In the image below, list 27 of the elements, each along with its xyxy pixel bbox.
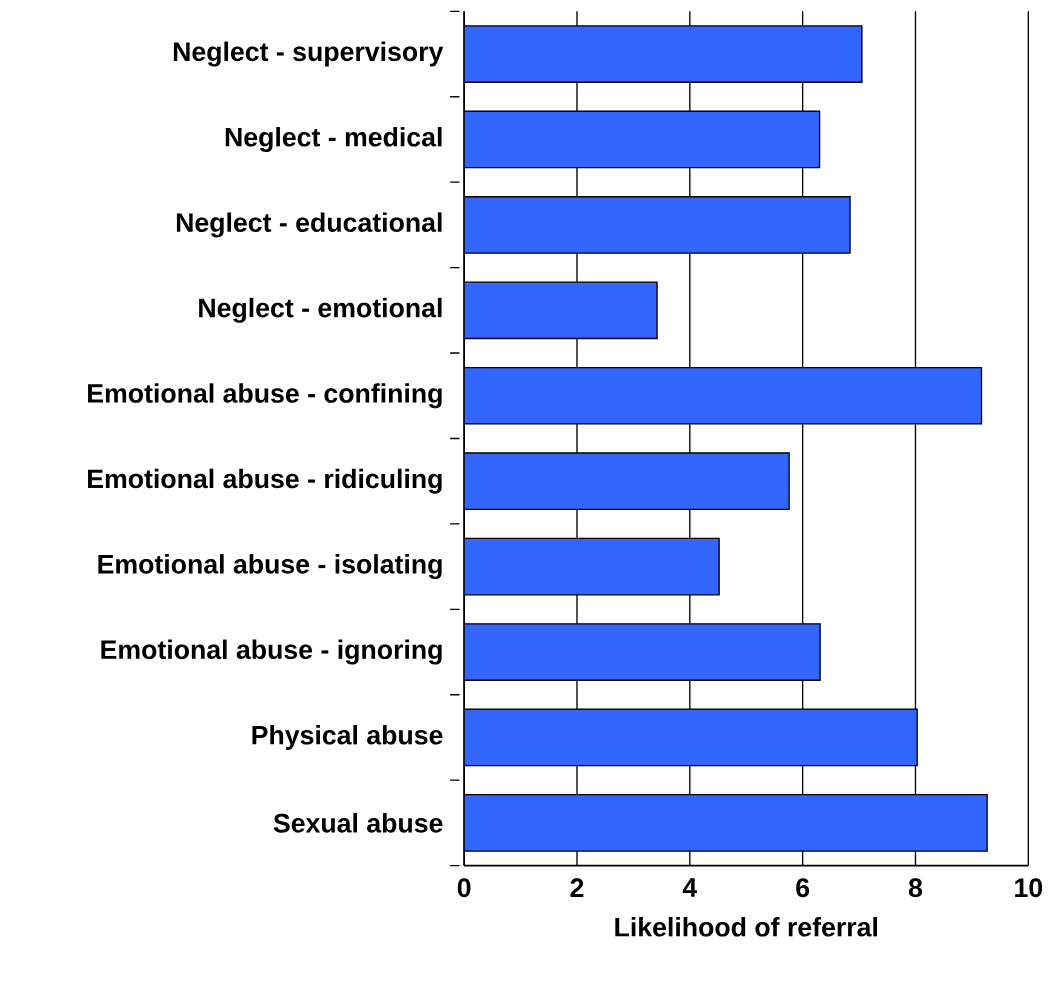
y-tick-label: Emotional abuse - confining — [88, 383, 442, 409]
x-tick-label: 10 — [1015, 878, 1043, 898]
x-axis-title: Likelihood of referral — [615, 917, 877, 937]
bar — [464, 367, 983, 425]
x-tick-label: 8 — [908, 878, 923, 898]
x-tick-label: 2 — [570, 878, 584, 898]
y-tick-label: Emotional abuse - ignoring — [101, 639, 442, 665]
y-tick-label: Emotional abuse - ridiculing — [88, 468, 442, 494]
bar — [464, 281, 658, 340]
y-tick-label: Neglect - supervisory — [173, 41, 444, 67]
y-tick-label: Physical abuse — [252, 725, 443, 751]
y-tick-label: Emotional abuse - isolating — [98, 554, 442, 580]
bar — [464, 110, 821, 169]
bar — [464, 196, 851, 254]
bar — [464, 794, 988, 852]
x-tick-label: 4 — [682, 878, 698, 897]
x-tick-label: 6 — [796, 878, 810, 898]
bar — [464, 708, 918, 767]
y-tick-label: Neglect - educational — [176, 212, 442, 238]
y-tick-label: Sexual abuse — [273, 813, 443, 833]
bar — [464, 452, 790, 511]
bar — [464, 537, 720, 596]
bar — [464, 25, 863, 84]
x-tick-label: 0 — [457, 878, 471, 898]
y-tick-label: Neglect - emotional — [199, 298, 442, 323]
y-tick-label: Neglect - medical — [225, 127, 442, 153]
bar — [464, 623, 821, 682]
